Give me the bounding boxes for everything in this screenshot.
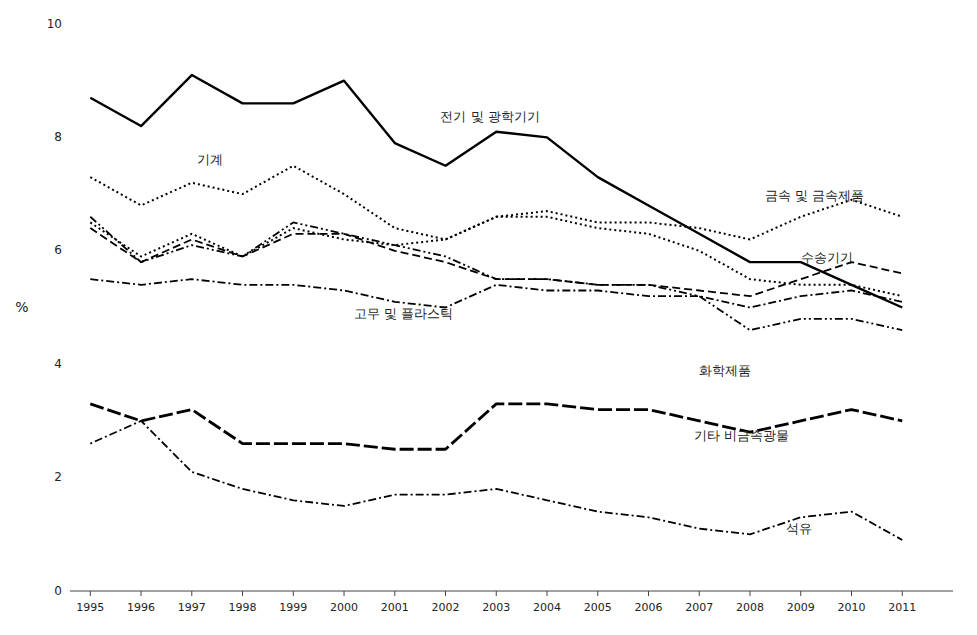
x-tick [90, 591, 91, 596]
series-line [90, 279, 902, 307]
annotation: 기타 비금속광물 [694, 428, 789, 443]
x-tick-label: 2006 [635, 601, 663, 614]
annotation: 석유 [786, 521, 812, 536]
y-tick-label: 8 [54, 130, 62, 144]
x-tick-label: 1995 [76, 601, 104, 614]
series-line [90, 421, 902, 540]
x-tick [851, 591, 852, 596]
lines [90, 75, 902, 540]
annotation: 화학제품 [699, 363, 751, 378]
x-tick-label: 2009 [787, 601, 815, 614]
y-tick-label: 6 [54, 243, 62, 257]
x-tick-label: 2004 [533, 601, 561, 614]
series-line [90, 228, 902, 296]
x-tick [242, 591, 243, 596]
x-axis-line [70, 591, 953, 592]
chart-container: 0 2 4 6 8 10% 1995 1996 1997 1998 1999 2000 2001 2002… [0, 0, 977, 635]
x-tick [344, 591, 345, 596]
y-axis-label: % [15, 299, 28, 315]
x-tick [902, 591, 903, 596]
annotation: 기계 [197, 152, 223, 167]
x-tick [293, 591, 294, 596]
y-axis: 0 2 4 6 8 10% [15, 17, 62, 598]
x-tick-label: 2003 [482, 601, 510, 614]
x-tick-label: 2007 [685, 601, 713, 614]
x-tick-label: 2011 [888, 601, 916, 614]
chart-svg: 0 2 4 6 8 10% 1995 1996 1997 1998 1999 2000 2001 2002… [0, 0, 977, 635]
x-axis: 1995 1996 1997 1998 1999 2000 2001 2002 2003 2004… [70, 591, 953, 614]
annotation: 고무 및 플라스틱 [354, 306, 453, 321]
x-tick [547, 591, 548, 596]
y-tick-label: 10 [47, 17, 62, 31]
x-tick [394, 591, 395, 596]
x-tick [445, 591, 446, 596]
x-tick-label: 1997 [178, 601, 206, 614]
series-line [90, 75, 902, 307]
x-tick [648, 591, 649, 596]
series-line [90, 200, 902, 257]
x-tick-label: 2010 [838, 601, 866, 614]
series-line [90, 404, 902, 449]
annotation: 전기 및 광학기기 [440, 109, 539, 124]
series-line [90, 166, 902, 296]
x-tick-label: 2001 [381, 601, 409, 614]
y-tick-label: 2 [54, 470, 62, 484]
y-tick-label: 0 [54, 584, 62, 598]
annotation: 금속 및 금속제품 [765, 188, 864, 203]
y-tick-label: 4 [54, 357, 62, 371]
x-tick [141, 591, 142, 596]
x-tick-label: 1999 [279, 601, 307, 614]
x-tick-label: 2000 [330, 601, 358, 614]
x-tick [800, 591, 801, 596]
x-tick [597, 591, 598, 596]
x-tick [699, 591, 700, 596]
x-tick-label: 1998 [229, 601, 257, 614]
x-tick-label: 2002 [432, 601, 460, 614]
annotation: 수송기기 [801, 250, 853, 265]
x-tick [750, 591, 751, 596]
series-line [90, 217, 902, 330]
x-tick [496, 591, 497, 596]
x-tick-label: 2005 [584, 601, 612, 614]
x-tick [191, 591, 192, 596]
x-tick-label: 1996 [127, 601, 155, 614]
annotations: 전기 및 광학기기기계금속 및 금속제품수송기기화학제품 고무 및 플라스틱기타 … [197, 109, 865, 536]
x-tick-label: 2008 [736, 601, 764, 614]
